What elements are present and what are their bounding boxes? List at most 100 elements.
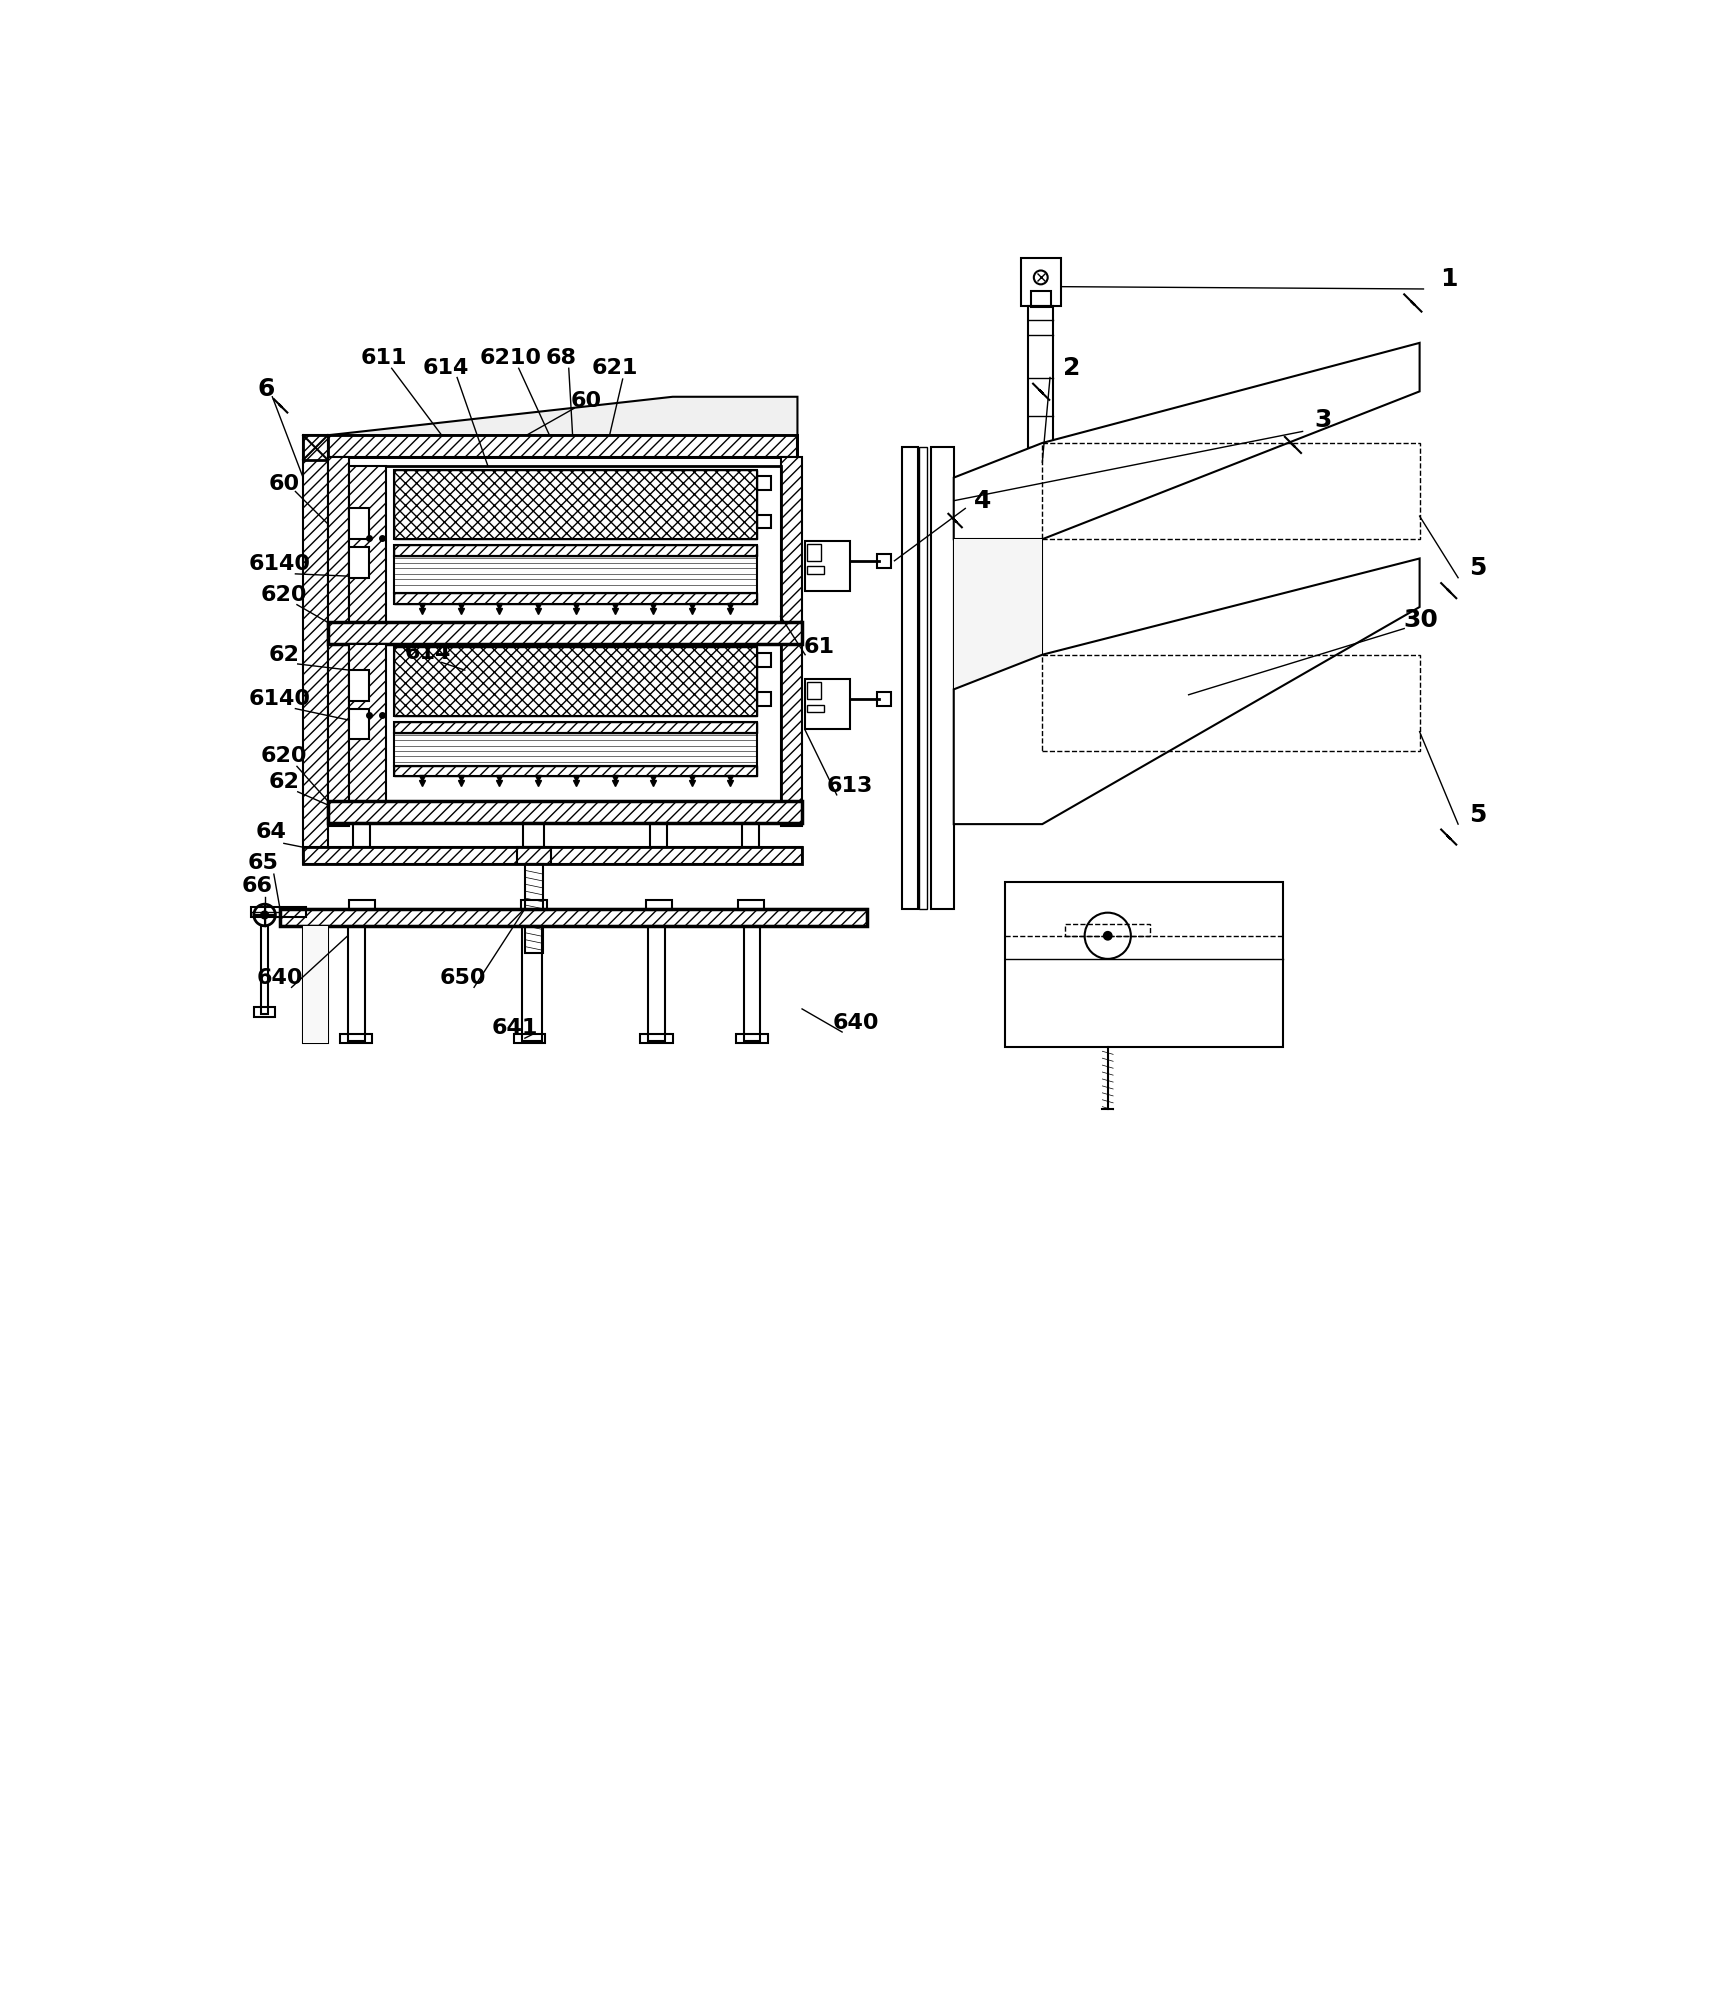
Bar [1018,454,1064,466]
Bar [394,647,757,717]
Text: 5: 5 [1468,802,1487,826]
Text: 66: 66 [242,876,272,896]
Text: 61: 61 [803,637,834,657]
Bar [757,514,771,528]
Bar [327,436,798,456]
Bar [394,593,757,603]
Bar [394,470,757,540]
Bar [781,456,802,826]
Bar [348,926,365,1041]
Bar [1042,442,1420,540]
Text: 62: 62 [269,773,300,792]
Bar [303,926,327,1043]
Text: 6140: 6140 [248,553,312,573]
Bar [648,926,665,1041]
Bar [1031,291,1050,307]
Bar [353,822,370,848]
Bar [646,900,671,910]
Text: 614: 614 [423,358,469,378]
Bar [327,623,802,643]
Bar [327,623,802,643]
Bar [954,540,1042,689]
Bar [279,908,867,926]
Text: 620: 620 [260,747,307,767]
Text: 2: 2 [1062,356,1081,380]
Bar [394,546,757,555]
Text: 60: 60 [269,474,300,494]
Bar [327,800,802,822]
Text: 650: 650 [440,968,486,988]
Bar [805,679,850,729]
Text: 30: 30 [1403,607,1439,631]
Bar [394,647,757,717]
Bar [641,1033,673,1043]
Text: 640: 640 [833,1013,879,1033]
Bar [807,705,824,713]
Text: 620: 620 [260,585,307,605]
Bar [807,683,821,699]
Text: 68: 68 [545,348,577,368]
Bar [649,822,666,848]
Bar [757,476,771,490]
Bar [757,691,771,705]
Text: 5: 5 [1468,555,1487,581]
Bar [738,900,764,910]
Bar [260,926,269,1013]
Bar [303,436,327,854]
Bar [1065,924,1149,936]
Bar [757,653,771,667]
Bar [394,555,757,593]
Text: 613: 613 [827,776,874,796]
Bar [327,436,798,456]
Bar [807,565,824,573]
Bar [349,508,368,540]
Text: 641: 641 [492,1017,538,1037]
Bar [743,926,761,1041]
Bar [303,436,327,460]
Bar [394,723,757,733]
Bar [1028,307,1053,464]
Bar [524,864,543,954]
Text: 4: 4 [975,488,992,514]
Bar [349,671,368,701]
Polygon shape [327,396,798,436]
Bar [279,908,867,926]
Text: 62: 62 [269,645,300,665]
Bar [737,1033,767,1043]
Text: 60: 60 [570,390,601,410]
Bar [807,544,821,561]
Bar [1042,655,1420,751]
Text: 65: 65 [248,852,279,872]
Bar [1021,259,1060,307]
Text: 3: 3 [1314,408,1333,432]
Bar [327,800,802,822]
Bar [1006,882,1283,1047]
Bar [877,553,891,567]
Bar [903,446,918,908]
Bar [394,593,757,603]
Bar [394,767,757,776]
Text: 6: 6 [257,376,274,400]
Bar [303,848,802,864]
Bar [522,926,541,1041]
Text: 64: 64 [255,822,286,842]
Text: 6140: 6140 [248,689,312,709]
Bar [521,900,546,910]
Polygon shape [954,342,1420,540]
Bar [877,693,891,707]
Bar [394,546,757,555]
Bar [394,767,757,776]
Bar [349,900,375,910]
Bar [349,466,385,623]
Bar [517,848,552,864]
Bar [349,466,781,623]
Polygon shape [954,557,1420,824]
Bar [341,1033,372,1043]
Text: 621: 621 [591,358,639,378]
Bar [303,926,327,1043]
Bar [327,436,798,456]
Text: 611: 611 [361,348,408,368]
Text: 1: 1 [1441,267,1458,291]
Bar [349,643,385,802]
Text: 6210: 6210 [480,348,541,368]
